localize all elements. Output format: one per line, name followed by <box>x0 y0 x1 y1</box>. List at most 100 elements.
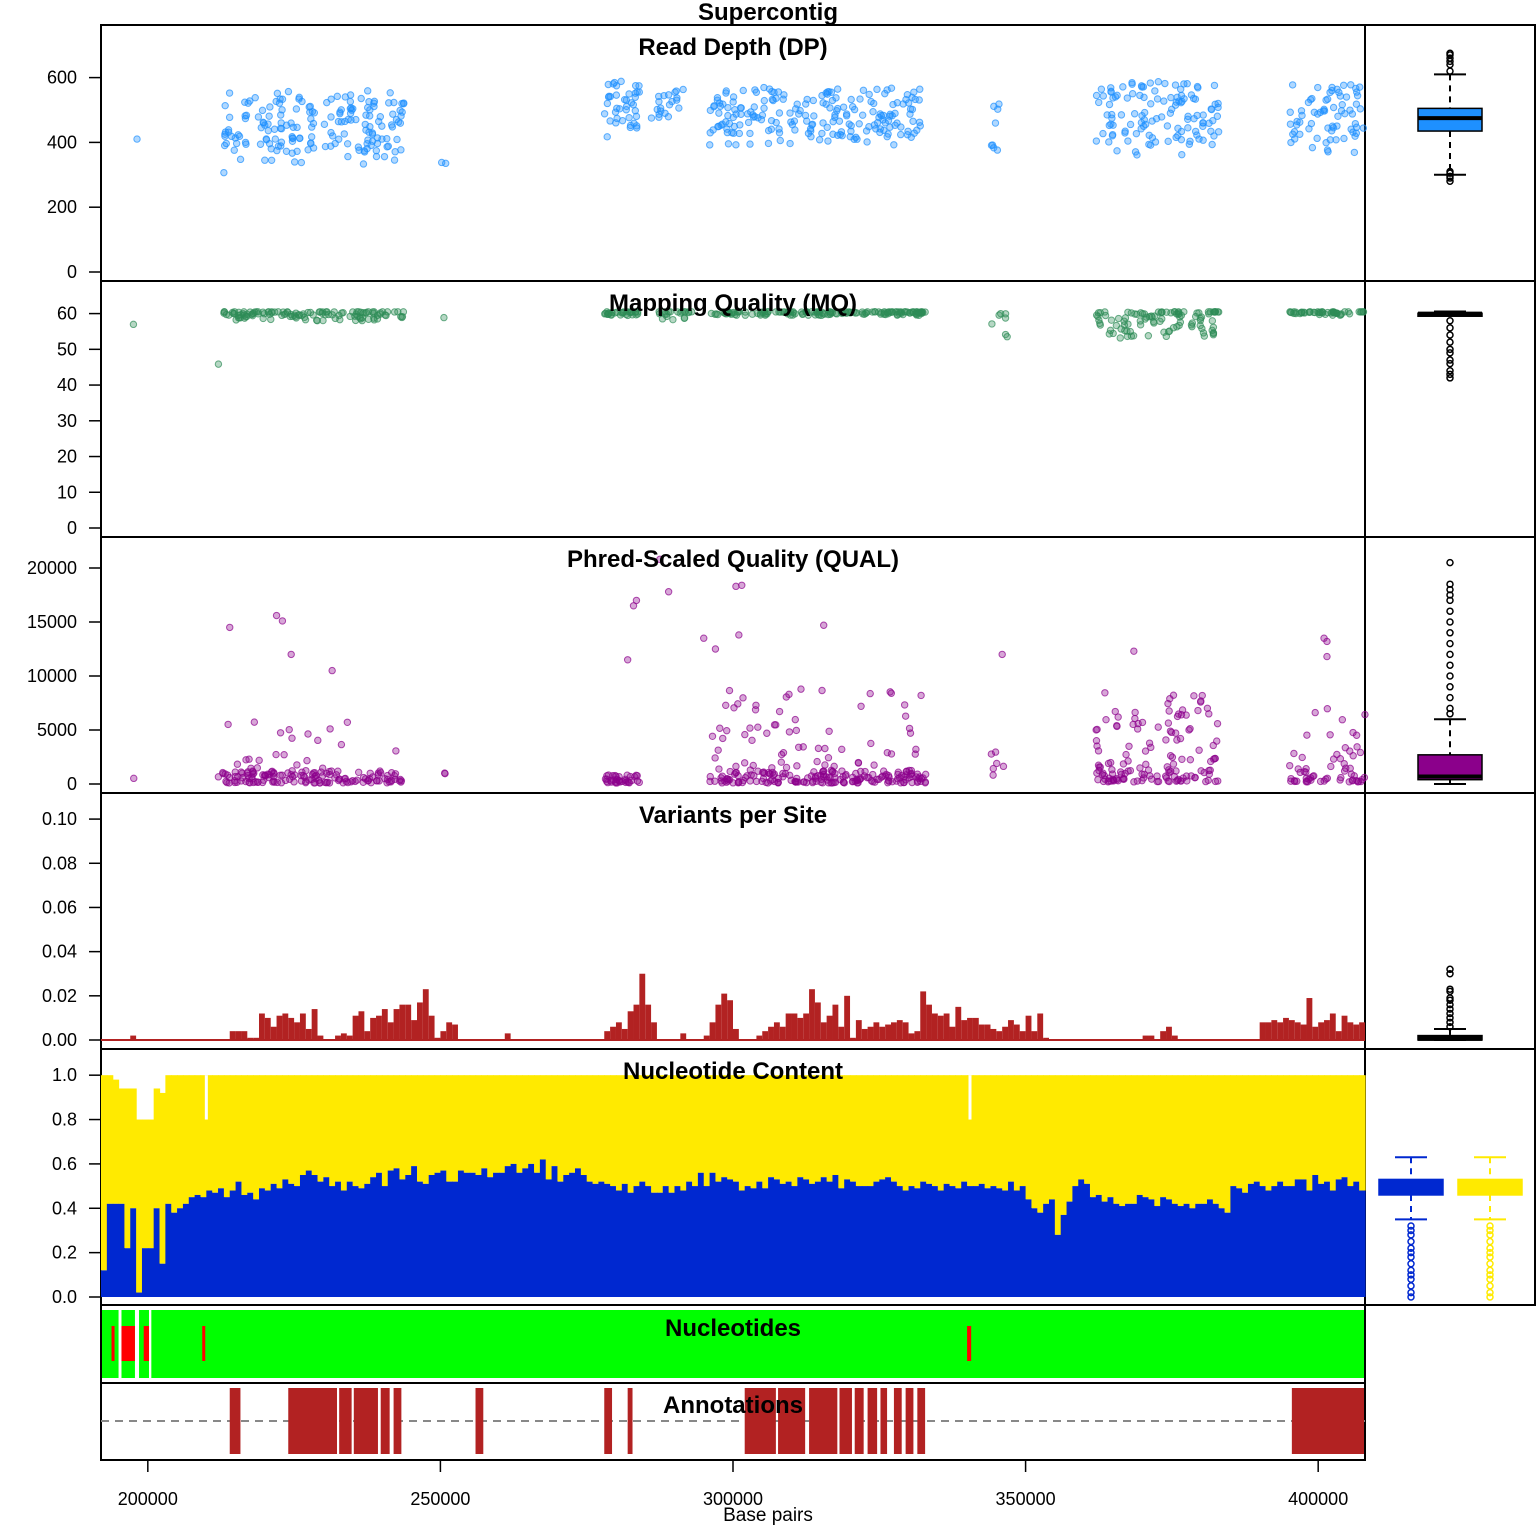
qual-point <box>863 773 871 782</box>
dp-ytick-label: 0 <box>67 262 77 282</box>
nuc-at-bar <box>218 1075 225 1189</box>
dp-point <box>1323 146 1332 154</box>
qual-point <box>1352 731 1361 739</box>
vps-bar <box>633 1004 640 1040</box>
dp-point <box>254 113 263 121</box>
dp-point <box>893 99 902 107</box>
mq-point <box>1298 308 1306 316</box>
qual-panel: 0 5000 10000 15000 20000 Phred-Scaled Quality… <box>27 536 1536 794</box>
dp-point <box>1320 107 1329 115</box>
nuc-gc-bar <box>387 1170 395 1297</box>
mq-ytick-label: 40 <box>57 375 77 395</box>
mq-point <box>1160 328 1168 336</box>
vps-bar <box>370 1017 377 1040</box>
qual-outlier <box>1446 650 1454 659</box>
nuc-at-bar <box>861 1075 869 1187</box>
dp-point <box>826 104 834 112</box>
qual-ytick-label: 10000 <box>27 666 77 686</box>
mq-points <box>129 308 1368 368</box>
dp-point <box>323 98 331 107</box>
qual-point <box>302 766 310 775</box>
qual-point <box>287 650 295 659</box>
nuc-at-bar <box>405 1075 412 1175</box>
nuc-at-bar <box>153 1088 161 1209</box>
nuc-gc-bar <box>358 1188 365 1297</box>
dp-point <box>856 95 864 103</box>
nuc-at-bar <box>1002 1075 1009 1191</box>
vps-bar <box>276 1015 283 1040</box>
qual-point <box>734 779 742 787</box>
dp-point <box>1352 84 1360 93</box>
dp-point <box>801 111 810 120</box>
nuc-at-bar <box>832 1075 839 1175</box>
mq-ytick-label: 50 <box>57 339 77 359</box>
dp-point <box>224 126 233 134</box>
nuc-at-bar <box>703 1075 711 1187</box>
vps-bar <box>446 1022 453 1040</box>
nuc-gc-bar <box>1236 1188 1243 1297</box>
nuc-at-bar <box>604 1075 611 1184</box>
dp-point <box>290 158 299 166</box>
dp-point <box>362 126 370 134</box>
dp-point <box>776 136 784 145</box>
qual-point <box>1130 778 1138 786</box>
qual-point <box>857 702 865 711</box>
qual-outlier <box>1446 661 1454 669</box>
vps-bar <box>381 1009 388 1040</box>
dp-point <box>779 95 787 103</box>
chart-layers: 0 200 400 600 Read Depth (DP) 0 10 20 30 40 50 60 Ma… <box>27 24 1536 1509</box>
dp-point <box>372 146 381 155</box>
mq-point <box>304 308 312 317</box>
vps-bar <box>229 1031 236 1040</box>
vps-bar <box>1008 1020 1014 1040</box>
vps-bar <box>709 1022 716 1040</box>
nuc-at-bar <box>1078 1075 1085 1180</box>
nuc-at-bar <box>510 1075 518 1164</box>
mq-point <box>1176 313 1184 321</box>
qual-point <box>807 772 816 780</box>
nuc-gap <box>204 1075 208 1120</box>
nuc-at-bar <box>200 1075 207 1198</box>
qual-point <box>1194 706 1202 715</box>
mq-ytick-label: 0 <box>67 518 77 538</box>
nuc-at-bar <box>457 1075 465 1171</box>
nuc-gc-bar <box>1247 1183 1255 1297</box>
nuc-gc-bar <box>1166 1199 1173 1297</box>
mq-point <box>1359 308 1367 316</box>
qual-point <box>867 739 875 748</box>
nuc-at-bar <box>229 1075 237 1191</box>
dp-point <box>765 85 774 93</box>
mq-point <box>1101 311 1110 320</box>
nuc-at-bar <box>563 1075 570 1175</box>
mq-point <box>1321 310 1330 318</box>
qual-point <box>1185 726 1193 734</box>
qual-point <box>373 777 381 785</box>
dp-point <box>363 87 372 95</box>
nuc-gc-bar <box>282 1179 289 1297</box>
dp-point <box>293 123 301 132</box>
dp-point <box>386 89 394 97</box>
dp-point <box>736 104 745 112</box>
mq-point <box>1209 308 1218 316</box>
dp-point <box>1348 110 1357 118</box>
qual-point <box>1138 718 1147 727</box>
nuc-gc-bar <box>1043 1203 1050 1297</box>
dp-point <box>809 96 818 105</box>
qual-point <box>1206 766 1214 774</box>
nuc-gc-bar <box>733 1181 740 1297</box>
nuc-gc-bar <box>1271 1186 1278 1297</box>
nuc-gc-outlier <box>1407 1248 1415 1257</box>
vps-panel: 0.00 0.02 0.04 0.06 0.08 0.10 Variants per Sit… <box>42 792 1536 1050</box>
mq-ytick-label: 30 <box>57 411 77 431</box>
nuc-at-bar <box>1265 1075 1272 1191</box>
nuc-at-bar <box>493 1075 500 1173</box>
dp-point <box>273 146 281 155</box>
dp-outlier <box>1446 167 1454 176</box>
dp-point <box>236 155 245 164</box>
qual-point <box>721 777 729 785</box>
qual-point <box>318 764 327 772</box>
dp-point <box>133 135 141 143</box>
nuc-gc-bar <box>469 1172 477 1297</box>
nuc-at-bar <box>803 1075 810 1180</box>
qual-point <box>278 617 287 625</box>
